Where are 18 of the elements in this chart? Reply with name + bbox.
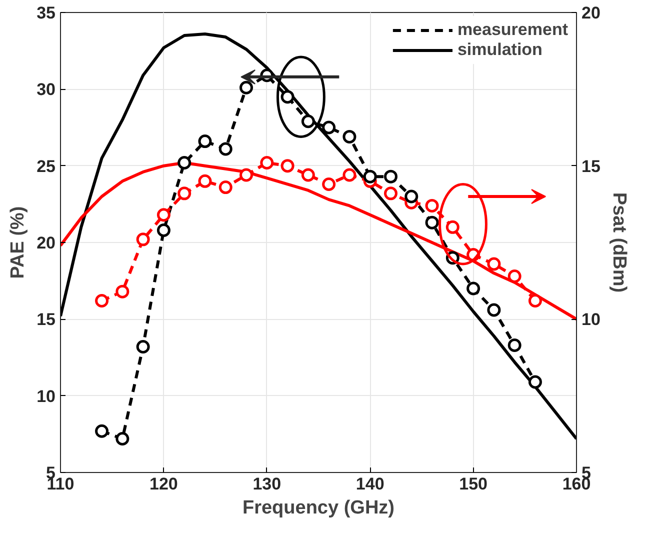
x-tick-label: 130	[252, 474, 282, 494]
x-tick-label: 140	[356, 474, 384, 494]
y2-tick-label: 10	[582, 310, 600, 330]
y-tick-label: 15	[36, 310, 56, 330]
legend-label: simulation	[457, 40, 542, 60]
x-tick-label: 120	[150, 474, 178, 494]
x-axis-title: Frequency (GHz)	[242, 498, 395, 518]
y-tick-label: 25	[36, 156, 56, 176]
y-tick-label: 30	[36, 80, 56, 100]
y2-tick-label: 15	[582, 156, 600, 176]
x-tick-label: 150	[459, 474, 488, 494]
y-tick-label: 20	[36, 234, 56, 252]
y-axis-title: PAE (%)	[8, 206, 29, 279]
y-tick-label: 10	[36, 386, 56, 406]
y2-tick-label: 20	[582, 4, 600, 22]
legend-label: measurement	[457, 20, 568, 40]
y-tick-label: 35	[36, 4, 56, 22]
y2-axis-title: Psat (dBm)	[608, 192, 630, 293]
